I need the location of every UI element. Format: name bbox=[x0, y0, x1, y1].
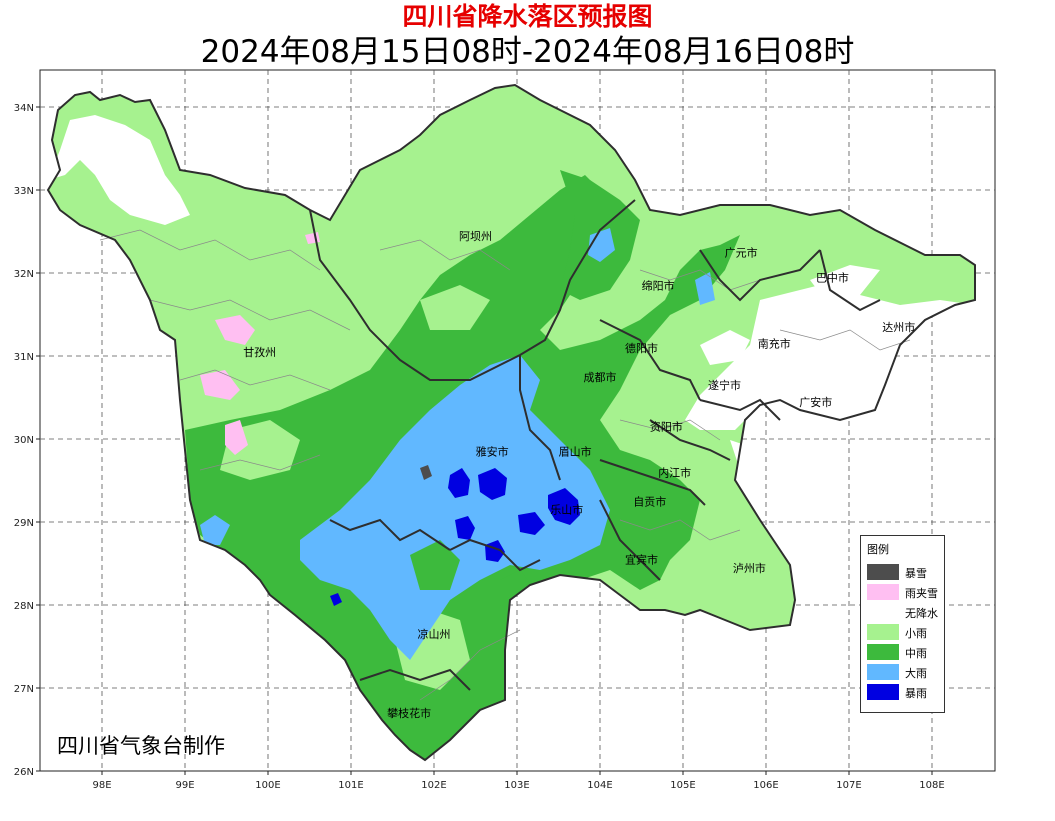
snowstorm-area bbox=[420, 465, 432, 480]
city-label: 自贡市 bbox=[633, 494, 666, 508]
lon-tick-label: 104E bbox=[587, 780, 612, 791]
legend-label: 无降水 bbox=[905, 607, 938, 620]
rainstorm-area-7 bbox=[330, 593, 342, 606]
lat-tick-label: 26N bbox=[14, 767, 34, 778]
legend-swatch bbox=[867, 624, 899, 640]
city-label: 广安市 bbox=[799, 395, 832, 409]
city-label: 阿坝州 bbox=[459, 229, 492, 243]
rainstorm-area-5 bbox=[455, 516, 475, 540]
legend-label: 大雨 bbox=[905, 667, 927, 680]
lon-tick-label: 102E bbox=[421, 780, 446, 791]
sleet-area-2 bbox=[200, 370, 240, 400]
legend-swatch bbox=[867, 664, 899, 680]
lat-tick-label: 30N bbox=[14, 435, 34, 446]
city-label: 成都市 bbox=[584, 370, 617, 384]
legend-item-light-rain: 小雨 bbox=[867, 624, 943, 641]
lat-tick-label: 33N bbox=[14, 186, 34, 197]
rainstorm-area-1 bbox=[448, 468, 470, 498]
lon-tick-label: 105E bbox=[670, 780, 695, 791]
no-rain-area-east bbox=[685, 285, 975, 430]
rainstorm-area-6 bbox=[485, 540, 505, 562]
city-label: 泸州市 bbox=[733, 561, 766, 575]
city-label: 资阳市 bbox=[650, 420, 683, 434]
lat-tick-label: 34N bbox=[14, 103, 34, 114]
legend-swatch bbox=[867, 684, 899, 700]
legend-label: 中雨 bbox=[905, 647, 927, 660]
lat-tick-label: 29N bbox=[14, 518, 34, 529]
legend-label: 小雨 bbox=[905, 627, 927, 640]
lat-tick-label: 28N bbox=[14, 601, 34, 612]
rainstorm-area-3 bbox=[548, 488, 580, 525]
city-label: 内江市 bbox=[658, 465, 691, 479]
city-label: 攀枝花市 bbox=[387, 706, 431, 720]
legend-swatch bbox=[867, 604, 899, 620]
city-label: 南充市 bbox=[758, 337, 791, 351]
city-label: 眉山市 bbox=[559, 445, 592, 459]
legend-item-no-rain: 无降水 bbox=[867, 604, 943, 621]
legend-swatch bbox=[867, 584, 899, 600]
city-label: 遂宁市 bbox=[708, 378, 741, 392]
city-label: 乐山市 bbox=[550, 503, 583, 517]
city-label: 凉山州 bbox=[418, 627, 451, 641]
sleet-area-3 bbox=[225, 420, 248, 455]
lon-tick-label: 103E bbox=[504, 780, 529, 791]
province-outline bbox=[46, 83, 976, 762]
legend-item-sleet: 雨夹雪 bbox=[867, 584, 943, 601]
light-rain-island-2 bbox=[420, 285, 490, 330]
heavy-rain-patch-north2 bbox=[695, 272, 715, 305]
axis-ticks bbox=[36, 106, 933, 775]
lon-tick-label: 100E bbox=[255, 780, 280, 791]
city-label: 德阳市 bbox=[625, 341, 658, 355]
legend: 图例 暴雪 雨夹雪 无降水 小雨 中雨 大雨 暴雨 bbox=[860, 535, 945, 713]
lon-tick-label: 107E bbox=[836, 780, 861, 791]
no-rain-area-northwest bbox=[48, 115, 190, 225]
lon-tick-label: 108E bbox=[919, 780, 944, 791]
lat-tick-label: 27N bbox=[14, 684, 34, 695]
lon-tick-label: 98E bbox=[92, 780, 111, 791]
moderate-rain-island-1 bbox=[410, 540, 460, 590]
legend-item-heavy-rain: 大雨 bbox=[867, 664, 943, 681]
city-label: 达州市 bbox=[882, 320, 915, 334]
legend-swatch bbox=[867, 564, 899, 580]
legend-item-rainstorm: 暴雨 bbox=[867, 684, 943, 701]
lon-tick-label: 106E bbox=[753, 780, 778, 791]
lat-tick-label: 31N bbox=[14, 352, 34, 363]
no-rain-area-east2 bbox=[700, 330, 750, 365]
rainstorm-area-4 bbox=[518, 512, 545, 535]
legend-item-snowstorm: 暴雪 bbox=[867, 564, 943, 581]
city-label: 广元市 bbox=[725, 245, 758, 259]
heavy-rain-patch-north bbox=[588, 228, 615, 262]
legend-item-moderate-rain: 中雨 bbox=[867, 644, 943, 661]
city-label: 甘孜州 bbox=[243, 345, 276, 359]
boundaries bbox=[46, 83, 976, 762]
forecast-period: 2024年08月15日08时-2024年08月16日08时 bbox=[200, 34, 855, 70]
credit-text: 四川省气象台制作 bbox=[57, 734, 225, 758]
legend-label: 暴雨 bbox=[905, 687, 927, 700]
city-label: 巴中市 bbox=[816, 270, 849, 284]
lat-tick-label: 32N bbox=[14, 269, 34, 280]
map-title: 四川省降水落区预报图 bbox=[402, 2, 653, 31]
legend-label: 雨夹雪 bbox=[905, 587, 938, 600]
city-label: 宜宾市 bbox=[625, 553, 658, 567]
heavy-rain-patch-west bbox=[200, 515, 230, 545]
legend-swatch bbox=[867, 644, 899, 660]
lon-tick-label: 101E bbox=[338, 780, 363, 791]
sleet-area-1 bbox=[215, 315, 255, 345]
lon-tick-label: 99E bbox=[175, 780, 194, 791]
rainstorm-area-2 bbox=[478, 468, 507, 500]
legend-label: 暴雪 bbox=[905, 567, 927, 580]
no-rain-area-northeast bbox=[810, 265, 880, 300]
legend-title: 图例 bbox=[867, 543, 889, 556]
city-label: 雅安市 bbox=[476, 445, 509, 459]
city-label: 绵阳市 bbox=[642, 279, 675, 293]
